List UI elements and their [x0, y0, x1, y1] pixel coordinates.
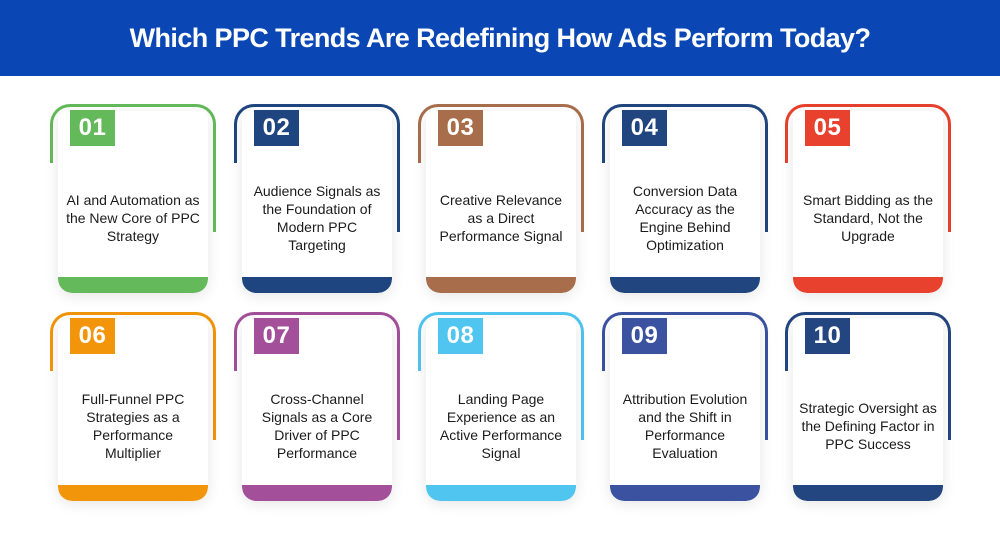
- card-frame: [418, 312, 584, 352]
- card-number-badge: 06: [70, 318, 115, 354]
- trend-card-02: 02 Audience Signals as the Foundation of…: [234, 104, 400, 300]
- card-frame-left: [602, 351, 605, 371]
- card-bottom-bar: [242, 277, 392, 293]
- card-frame-right: [948, 351, 951, 440]
- card-number-badge: 03: [438, 110, 483, 146]
- card-frame-right: [397, 351, 400, 440]
- card-bottom-bar: [610, 277, 760, 293]
- card-label-text: Full-Funnel PPC Strategies as a Performa…: [81, 391, 185, 461]
- trend-card-03: 03 Creative Relevance as a Direct Perfor…: [418, 104, 584, 300]
- card-frame-left: [234, 143, 237, 163]
- trend-card-09: 09 Attribution Evolution and the Shift i…: [602, 312, 768, 508]
- card-frame: [50, 312, 216, 352]
- card-label-text: Audience Signals as the Foundation of Mo…: [253, 183, 381, 253]
- card-frame: [602, 104, 768, 144]
- card-frame-left: [418, 143, 421, 163]
- card-label: Attribution Evolution and the Shift in P…: [616, 366, 754, 486]
- card-label-text: Conversion Data Accuracy as the Engine B…: [632, 183, 738, 253]
- page-title: Which PPC Trends Are Redefining How Ads …: [129, 22, 871, 53]
- card-frame-left: [785, 351, 788, 371]
- card-frame-right: [397, 143, 400, 232]
- trend-card-07: 07 Cross-Channel Signals as a Core Drive…: [234, 312, 400, 508]
- trend-card-08: 08 Landing Page Experience as an Active …: [418, 312, 584, 508]
- card-bottom-bar: [793, 277, 943, 293]
- card-number-badge: 01: [70, 110, 115, 146]
- card-frame-right: [581, 143, 584, 232]
- card-frame-left: [50, 143, 53, 163]
- card-number-badge: 05: [805, 110, 850, 146]
- card-frame-right: [948, 143, 951, 232]
- card-frame-left: [50, 351, 53, 371]
- trend-card-01: 01 AI and Automation as the New Core of …: [50, 104, 216, 300]
- card-body: [242, 319, 392, 501]
- trend-card-10: 10 Strategic Oversight as the Defining F…: [785, 312, 951, 508]
- card-frame-right: [765, 351, 768, 440]
- card-bottom-bar: [426, 485, 576, 501]
- card-frame: [50, 104, 216, 144]
- card-frame: [602, 312, 768, 352]
- card-bottom-bar: [58, 485, 208, 501]
- card-number-badge: 02: [254, 110, 299, 146]
- card-label: Full-Funnel PPC Strategies as a Performa…: [64, 366, 202, 486]
- card-frame: [418, 104, 584, 144]
- card-frame: [234, 312, 400, 352]
- trend-card-05: 05 Smart Bidding as the Standard, Not th…: [785, 104, 951, 300]
- card-label-text: Attribution Evolution and the Shift in P…: [622, 391, 748, 461]
- card-frame: [234, 104, 400, 144]
- card-frame-left: [234, 351, 237, 371]
- trend-card-04: 04 Conversion Data Accuracy as the Engin…: [602, 104, 768, 300]
- card-frame-right: [765, 143, 768, 232]
- card-bottom-bar: [426, 277, 576, 293]
- card-label: Strategic Oversight as the Defining Fact…: [799, 366, 937, 486]
- card-label: Landing Page Experience as an Active Per…: [432, 366, 570, 486]
- card-number-badge: 09: [622, 318, 667, 354]
- card-number-badge: 07: [254, 318, 299, 354]
- card-frame: [785, 312, 951, 352]
- card-frame-right: [581, 351, 584, 440]
- card-label: Smart Bidding as the Standard, Not the U…: [799, 158, 937, 278]
- card-frame-left: [785, 143, 788, 163]
- trend-card-06: 06 Full-Funnel PPC Strategies as a Perfo…: [50, 312, 216, 508]
- card-label: AI and Automation as the New Core of PPC…: [64, 158, 202, 278]
- card-number-badge: 04: [622, 110, 667, 146]
- header-banner: Which PPC Trends Are Redefining How Ads …: [0, 0, 1000, 76]
- card-label-text: Strategic Oversight as the Defining Fact…: [799, 400, 937, 452]
- card-bottom-bar: [793, 485, 943, 501]
- card-label-text: Creative Relevance as a Direct Performan…: [439, 192, 563, 244]
- card-label: Creative Relevance as a Direct Performan…: [432, 158, 570, 278]
- card-label-text: Smart Bidding as the Standard, Not the U…: [803, 192, 933, 244]
- card-label: Audience Signals as the Foundation of Mo…: [248, 158, 386, 278]
- card-label-text: Landing Page Experience as an Active Per…: [439, 391, 563, 461]
- card-label: Conversion Data Accuracy as the Engine B…: [616, 158, 754, 278]
- card-frame-right: [213, 143, 216, 232]
- card-bottom-bar: [58, 277, 208, 293]
- card-label-text: AI and Automation as the New Core of PPC…: [66, 192, 200, 244]
- card-label: Cross-Channel Signals as a Core Driver o…: [248, 366, 386, 486]
- card-frame: [785, 104, 951, 144]
- card-number-badge: 08: [438, 318, 483, 354]
- card-number-badge: 10: [805, 318, 850, 354]
- card-frame-left: [602, 143, 605, 163]
- card-frame-right: [213, 351, 216, 440]
- card-label-text: Cross-Channel Signals as a Core Driver o…: [261, 391, 373, 461]
- card-bottom-bar: [242, 485, 392, 501]
- card-frame-left: [418, 351, 421, 371]
- card-bottom-bar: [610, 485, 760, 501]
